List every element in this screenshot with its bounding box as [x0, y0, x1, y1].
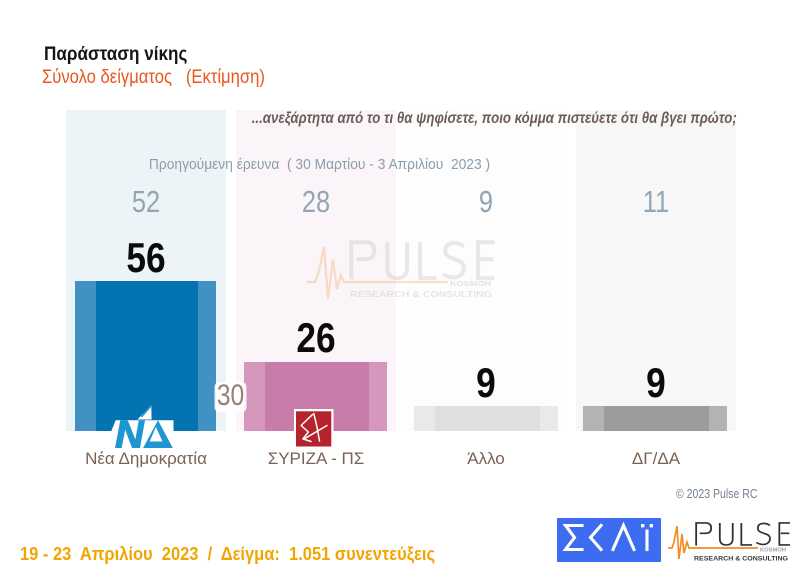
svg-text:RESEARCH & CONSULTING: RESEARCH & CONSULTING — [350, 289, 492, 299]
svg-text:RESEARCH & CONSULTING: RESEARCH & CONSULTING — [694, 556, 788, 563]
svg-text:KOSMOH: KOSMOH — [450, 279, 491, 288]
svg-text:KOSMOH: KOSMOH — [760, 548, 786, 554]
